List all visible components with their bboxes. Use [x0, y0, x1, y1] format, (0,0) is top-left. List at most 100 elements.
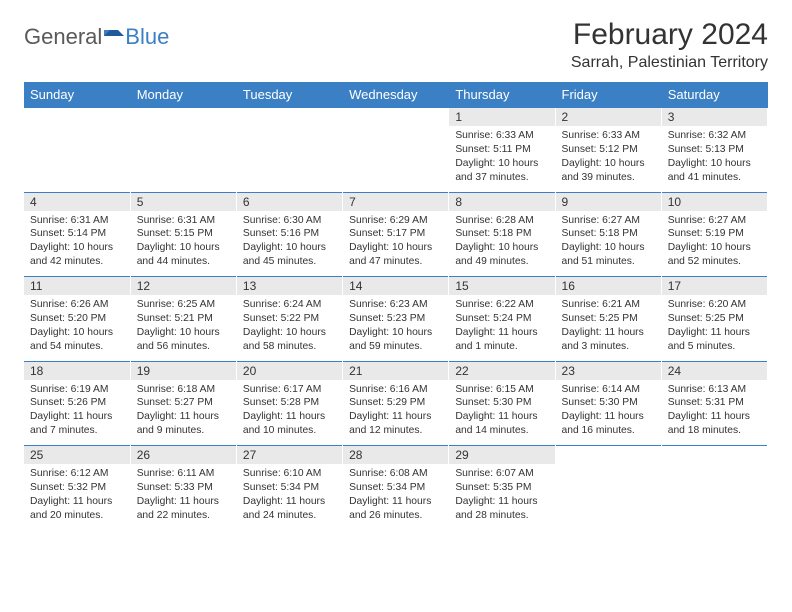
daylight-text: Daylight: 11 hours	[137, 410, 230, 424]
sunrise-text: Sunrise: 6:27 AM	[668, 214, 761, 228]
sunrise-text: Sunrise: 6:31 AM	[137, 214, 230, 228]
daylight-text: and 52 minutes.	[668, 255, 761, 269]
daynum-row: 18192021222324	[24, 361, 768, 380]
sunset-text: Sunset: 5:22 PM	[243, 312, 336, 326]
day-data-cell: Sunrise: 6:23 AMSunset: 5:23 PMDaylight:…	[343, 295, 449, 361]
daylight-text: Daylight: 11 hours	[668, 410, 761, 424]
weekday-header: Friday	[555, 82, 661, 108]
day-number-cell: 26	[130, 446, 236, 465]
daylight-text: and 26 minutes.	[349, 509, 442, 523]
daylight-text: and 28 minutes.	[455, 509, 548, 523]
sunset-text: Sunset: 5:25 PM	[562, 312, 655, 326]
day-data-cell	[555, 464, 661, 530]
day-data-cell: Sunrise: 6:32 AMSunset: 5:13 PMDaylight:…	[661, 126, 767, 192]
sunrise-text: Sunrise: 6:33 AM	[455, 129, 548, 143]
daylight-text: and 49 minutes.	[455, 255, 548, 269]
sunrise-text: Sunrise: 6:28 AM	[455, 214, 548, 228]
sunrise-text: Sunrise: 6:30 AM	[243, 214, 336, 228]
daylight-text: Daylight: 11 hours	[349, 495, 442, 509]
daylight-text: and 12 minutes.	[349, 424, 442, 438]
day-data-cell: Sunrise: 6:17 AMSunset: 5:28 PMDaylight:…	[236, 380, 342, 446]
daylight-text: and 47 minutes.	[349, 255, 442, 269]
day-number-cell	[24, 108, 130, 127]
sunrise-text: Sunrise: 6:31 AM	[30, 214, 124, 228]
day-data-cell: Sunrise: 6:28 AMSunset: 5:18 PMDaylight:…	[449, 211, 555, 277]
day-number-cell: 17	[661, 277, 767, 296]
day-number-cell: 5	[130, 192, 236, 211]
sunset-text: Sunset: 5:34 PM	[349, 481, 442, 495]
sunrise-text: Sunrise: 6:29 AM	[349, 214, 442, 228]
daylight-text: Daylight: 10 hours	[349, 326, 442, 340]
daylight-text: Daylight: 11 hours	[455, 410, 548, 424]
day-data-cell: Sunrise: 6:15 AMSunset: 5:30 PMDaylight:…	[449, 380, 555, 446]
daylight-text: and 16 minutes.	[562, 424, 655, 438]
daynum-row: 123	[24, 108, 768, 127]
daylight-text: Daylight: 11 hours	[562, 410, 655, 424]
weekday-header: Tuesday	[236, 82, 342, 108]
day-data-cell: Sunrise: 6:07 AMSunset: 5:35 PMDaylight:…	[449, 464, 555, 530]
daylight-text: Daylight: 10 hours	[668, 241, 761, 255]
day-data-cell	[343, 126, 449, 192]
daylight-text: Daylight: 10 hours	[243, 326, 336, 340]
day-number-cell: 10	[661, 192, 767, 211]
day-number-cell: 4	[24, 192, 130, 211]
sunset-text: Sunset: 5:34 PM	[243, 481, 336, 495]
sunrise-text: Sunrise: 6:20 AM	[668, 298, 761, 312]
sunset-text: Sunset: 5:27 PM	[137, 396, 230, 410]
sunrise-text: Sunrise: 6:14 AM	[562, 383, 655, 397]
sunrise-text: Sunrise: 6:08 AM	[349, 467, 442, 481]
sunset-text: Sunset: 5:11 PM	[455, 143, 548, 157]
sunset-text: Sunset: 5:12 PM	[562, 143, 655, 157]
day-number-cell	[236, 108, 342, 127]
day-number-cell: 3	[661, 108, 767, 127]
day-number-cell: 29	[449, 446, 555, 465]
day-number-cell	[343, 108, 449, 127]
sunrise-text: Sunrise: 6:27 AM	[562, 214, 655, 228]
daylight-text: Daylight: 11 hours	[243, 410, 336, 424]
sunset-text: Sunset: 5:29 PM	[349, 396, 442, 410]
sunset-text: Sunset: 5:24 PM	[455, 312, 548, 326]
day-data-cell: Sunrise: 6:26 AMSunset: 5:20 PMDaylight:…	[24, 295, 130, 361]
sunrise-text: Sunrise: 6:19 AM	[30, 383, 124, 397]
day-data-cell: Sunrise: 6:29 AMSunset: 5:17 PMDaylight:…	[343, 211, 449, 277]
sunset-text: Sunset: 5:16 PM	[243, 227, 336, 241]
daylight-text: and 18 minutes.	[668, 424, 761, 438]
day-number-cell: 16	[555, 277, 661, 296]
sunset-text: Sunset: 5:18 PM	[455, 227, 548, 241]
sunset-text: Sunset: 5:32 PM	[30, 481, 124, 495]
daylight-text: and 24 minutes.	[243, 509, 336, 523]
daylight-text: Daylight: 11 hours	[455, 326, 548, 340]
sunset-text: Sunset: 5:15 PM	[137, 227, 230, 241]
day-data-cell	[24, 126, 130, 192]
daynum-row: 11121314151617	[24, 277, 768, 296]
daylight-text: Daylight: 11 hours	[349, 410, 442, 424]
day-data-cell	[661, 464, 767, 530]
day-data-cell: Sunrise: 6:30 AMSunset: 5:16 PMDaylight:…	[236, 211, 342, 277]
daylight-text: and 58 minutes.	[243, 340, 336, 354]
daylight-text: and 42 minutes.	[30, 255, 124, 269]
weekday-header: Thursday	[449, 82, 555, 108]
day-data-cell: Sunrise: 6:10 AMSunset: 5:34 PMDaylight:…	[236, 464, 342, 530]
day-number-cell: 1	[449, 108, 555, 127]
page-header: GeneralBlue February 2024 Sarrah, Palest…	[24, 18, 768, 72]
sunrise-text: Sunrise: 6:07 AM	[455, 467, 548, 481]
daylight-text: Daylight: 10 hours	[137, 326, 230, 340]
sunset-text: Sunset: 5:14 PM	[30, 227, 124, 241]
day-number-cell: 20	[236, 361, 342, 380]
sunrise-text: Sunrise: 6:10 AM	[243, 467, 336, 481]
day-data-cell: Sunrise: 6:33 AMSunset: 5:11 PMDaylight:…	[449, 126, 555, 192]
calendar-table: Sunday Monday Tuesday Wednesday Thursday…	[24, 82, 768, 530]
daylight-text: and 54 minutes.	[30, 340, 124, 354]
sunset-text: Sunset: 5:30 PM	[562, 396, 655, 410]
day-number-cell: 14	[343, 277, 449, 296]
daynum-row: 2526272829	[24, 446, 768, 465]
day-number-cell: 7	[343, 192, 449, 211]
sunrise-text: Sunrise: 6:12 AM	[30, 467, 124, 481]
daylight-text: Daylight: 11 hours	[30, 410, 124, 424]
month-title: February 2024	[571, 18, 768, 52]
daylight-text: and 45 minutes.	[243, 255, 336, 269]
sunrise-text: Sunrise: 6:18 AM	[137, 383, 230, 397]
sunset-text: Sunset: 5:35 PM	[455, 481, 548, 495]
sunrise-text: Sunrise: 6:15 AM	[455, 383, 548, 397]
day-data-cell: Sunrise: 6:14 AMSunset: 5:30 PMDaylight:…	[555, 380, 661, 446]
